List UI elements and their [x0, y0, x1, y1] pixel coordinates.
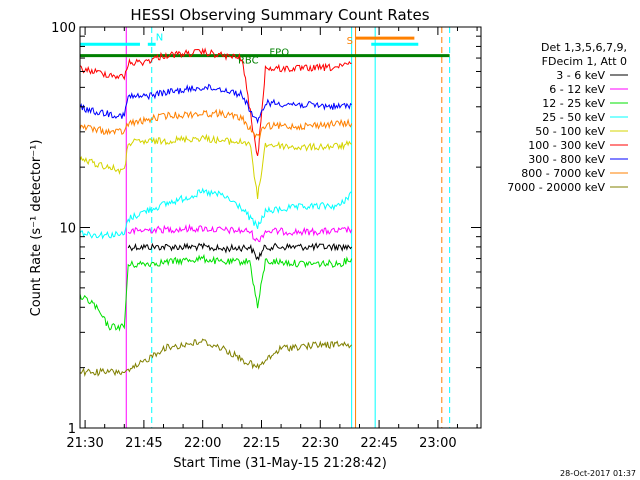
axes: 21:30 21:45 22:00 22:15 22:30 22:45 23:00 1 10 10… — [51, 21, 481, 451]
flag-label-s: S — [347, 36, 353, 47]
legend-label-12-25-kev: 12 - 25 keV — [542, 97, 605, 110]
legend-label-6-12-kev: 6 - 12 keV — [549, 83, 605, 96]
flag-label-rbc: RBC — [238, 56, 259, 67]
series-line-25-50-kev — [79, 187, 352, 240]
flag-label-fpo: FPO — [269, 48, 289, 59]
series-line-100-300-kev — [79, 47, 352, 156]
chart-title: HESSI Observing Summary Count Rates — [130, 6, 429, 24]
x-axis-label: Start Time (31-May-15 21:28:42) — [173, 456, 387, 471]
legend-label-25-50-kev: 25 - 50 keV — [542, 111, 605, 124]
series-line-300-800-kev — [79, 83, 352, 125]
y-tick-label-100: 100 — [51, 21, 76, 36]
legend-header-0: Det 1,3,5,6,7,9, — [541, 41, 627, 54]
series-line-6-12-kev — [127, 223, 353, 243]
plot-marks: N S RBC FPO — [79, 27, 451, 428]
legend-label-7000-20000-kev: 7000 - 20000 keV — [507, 181, 605, 194]
series-line-7000-20000-kev — [79, 338, 352, 378]
series-line-800-7000-kev — [79, 108, 353, 140]
legend-label-300-800-kev: 300 - 800 keV — [528, 153, 605, 166]
footer-timestamp: 28-Oct-2017 01:37 — [560, 469, 636, 478]
series-line-3-6-kev — [127, 242, 353, 261]
legend-header-1: FDecim 1, Att 0 — [542, 55, 627, 68]
x-tick-label-22-30: 22:30 — [302, 436, 339, 451]
y-tick-label-1: 1 — [68, 422, 76, 437]
legend-label-3-6-kev: 3 - 6 keV — [556, 69, 605, 82]
x-tick-label-22-00: 22:00 — [184, 436, 221, 451]
x-tick-label-21-45: 21:45 — [125, 436, 162, 451]
x-tick-label-21-30: 21:30 — [66, 436, 103, 451]
y-axis-label: Count Rate (s⁻¹ detector⁻¹) — [29, 140, 44, 317]
legend-label-800-7000-kev: 800 - 7000 keV — [521, 167, 605, 180]
legend-label-50-100-kev: 50 - 100 keV — [535, 125, 605, 138]
flag-label-n: N — [156, 32, 163, 43]
series-line-50-100-kev — [79, 133, 352, 199]
y-tick-label-10: 10 — [59, 222, 76, 237]
x-tick-label-22-15: 22:15 — [243, 436, 280, 451]
x-tick-label-22-45: 22:45 — [360, 436, 397, 451]
series-line-12-25-kev — [79, 253, 353, 332]
x-tick-label-23-00: 23:00 — [419, 436, 456, 451]
legend-label-100-300-kev: 100 - 300 keV — [528, 139, 605, 152]
legend: Det 1,3,5,6,7,9,FDecim 1, Att 03 - 6 keV… — [507, 41, 628, 194]
